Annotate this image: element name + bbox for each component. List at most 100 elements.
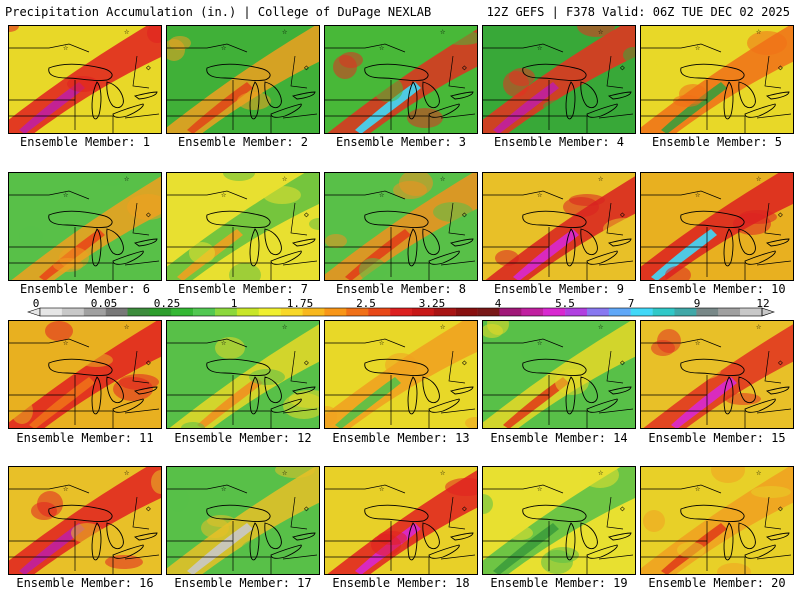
precip-blotch [359,258,387,280]
city-marker-icon: ☆ [695,43,701,53]
colorbar-tick-label: 2.5 [356,297,376,310]
precip-blotch [333,55,357,79]
precip-blotch [441,31,477,45]
precip-blotch [643,510,665,532]
precip-blotch [167,39,185,61]
lake-outline [449,386,474,395]
precip-blotch [45,321,73,341]
precip-blotch [19,226,43,246]
border-line [124,408,160,414]
lake-outline [91,522,102,561]
lake-outline [744,103,776,118]
city-marker-icon: ☆ [756,27,762,37]
lake-outline [206,63,271,81]
city-marker-icon: ◇ [778,63,783,72]
ensemble-member-label: Ensemble Member: 12 [174,431,312,445]
precip-core [661,82,727,133]
lake-outline [765,91,790,100]
border-line [167,190,248,200]
city-marker-icon: ☆ [756,174,762,184]
border-line [282,554,318,560]
lake-outline [580,228,598,256]
lake-outline [364,63,429,81]
city-marker-icon: ◇ [146,210,151,219]
colorbar-swatch [586,308,610,316]
lake-outline [422,228,440,256]
city-marker-icon: ◇ [304,210,309,219]
lake-outline [607,238,632,247]
precip-blotch [229,263,261,280]
precip-blotch [181,422,205,428]
colorbar-swatch [127,308,150,316]
border-line [606,350,624,384]
border-line [756,554,792,560]
border-line [290,496,308,530]
lake-outline [449,238,474,247]
lake-outline [744,544,776,559]
precip-field-map: ☆ ☆ ◇ [483,321,635,428]
precip-blotch [371,534,401,556]
precip-field-map: ☆ ☆ ◇ [9,467,161,574]
border-line [598,260,634,266]
city-marker-icon: ☆ [537,484,543,494]
lake-outline [422,522,440,550]
city-marker-icon: ☆ [63,338,69,348]
lake-outline [133,386,158,395]
border-line [756,260,792,266]
lake-outline [565,81,576,120]
lake-outline [522,358,587,376]
border-line [448,350,466,384]
border-line [764,496,782,530]
lake-outline [364,210,429,228]
border-line [483,338,564,348]
precip-band [11,176,161,280]
lake-outline [112,398,144,413]
city-marker-icon: ☆ [440,322,446,332]
city-marker-icon: ☆ [440,468,446,478]
border-line [325,338,406,348]
colorbar-swatch [40,308,63,316]
border-line [9,484,90,494]
colorbar-swatch [149,308,172,316]
lake-outline [264,81,282,109]
city-marker-icon: ◇ [304,358,309,367]
colorbar-swatch [83,308,106,316]
precip-blotch [507,526,533,540]
precip-blotch [325,234,347,248]
precip-blotch [699,189,731,201]
precip-core [197,377,263,428]
lake-outline [206,358,271,376]
precip-blotch [691,361,721,379]
colorbar-swatch [630,308,653,316]
city-marker-icon: ☆ [695,484,701,494]
precip-field-map: ☆ ☆ ◇ [167,467,319,574]
lake-outline [133,238,158,247]
precip-band [327,470,477,574]
colorbar-swatch [521,308,544,316]
lake-outline [291,91,316,100]
colorbar-tick-label: 12 [756,297,770,310]
lake-outline [407,81,418,120]
precip-core [355,82,421,133]
ensemble-member-label: Ensemble Member: 11 [16,431,154,445]
precip-blotch [555,369,589,395]
precip-blotch [283,393,319,419]
precip-blotch [433,202,473,222]
border-line [448,202,466,236]
city-marker-icon: ☆ [537,338,543,348]
city-marker-icon: ◇ [778,210,783,219]
lake-outline [133,532,158,541]
precip-blotch [9,26,19,32]
lake-outline [607,386,632,395]
precip-field-map: ☆ ☆ ◇ [325,26,477,133]
precip-field-map: ☆ ☆ ◇ [9,173,161,280]
city-marker-icon: ☆ [537,43,543,53]
city-marker-icon: ◇ [462,358,467,367]
border-line [9,338,90,348]
colorbar-swatch [368,308,391,316]
ensemble-member-label: Ensemble Member: 20 [648,576,786,590]
colorbar-swatch [718,308,741,316]
border-line [764,55,782,89]
colorbar-swatch [543,308,566,316]
lake-outline [106,81,124,109]
